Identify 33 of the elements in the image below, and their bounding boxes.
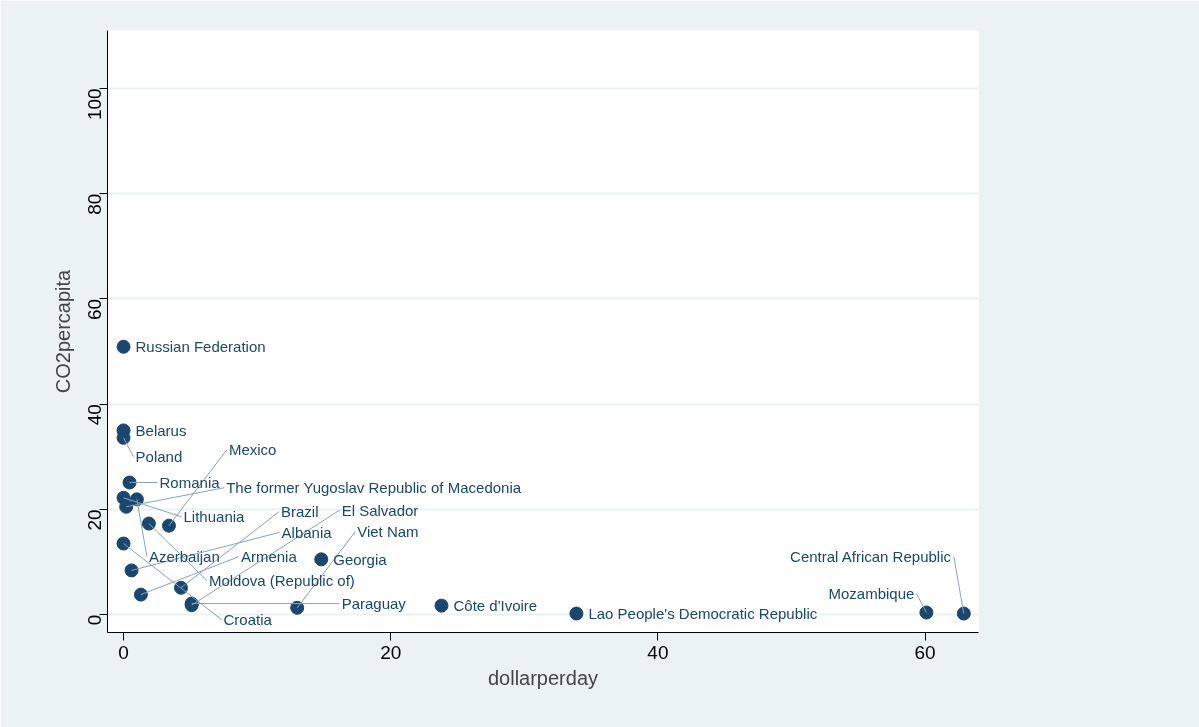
- annotation: Poland: [135, 448, 183, 466]
- annotation: Brazil: [280, 503, 319, 521]
- annotation: Belarus: [135, 421, 187, 439]
- annotation: Mexico: [228, 441, 277, 459]
- y-tick-label: 0: [84, 614, 105, 626]
- annotation: Romania: [159, 474, 221, 492]
- x-tick-label: 0: [118, 641, 129, 663]
- annotation: Croatia: [223, 611, 273, 629]
- annotation: Mozambique: [828, 585, 915, 602]
- y-tick-label: 20: [84, 509, 105, 531]
- annotation: Côte d'Ivoire: [453, 597, 538, 615]
- y-tick-label: 100: [84, 88, 105, 121]
- y-tick-label: 80: [84, 193, 105, 215]
- annotation: Georgia: [333, 550, 388, 568]
- annotation: Armenia: [240, 548, 298, 566]
- annotation: Paraguay: [341, 595, 407, 613]
- annotation: Azerbaijan: [148, 547, 220, 565]
- x-tick-label: 60: [914, 641, 936, 663]
- x-tick-label: 40: [647, 641, 669, 663]
- y-tick-label: 40: [84, 404, 105, 426]
- x-tick-label: 20: [380, 641, 402, 663]
- x-axis-title: dollarperday: [487, 666, 599, 689]
- y-tick-label: 60: [84, 298, 105, 321]
- annotation: Albania: [281, 523, 333, 541]
- annotation: Central African Republic: [790, 548, 952, 566]
- annotation: Lao People's Democratic Republic: [588, 605, 818, 623]
- annotation: Lithuania: [183, 508, 246, 526]
- annotation: Russian Federation: [135, 338, 266, 356]
- annotation: The former Yugoslav Republic of Macedonia: [226, 479, 522, 497]
- annotation: Viet Nam: [357, 523, 419, 541]
- y-axis-title: CO2percapita: [51, 268, 74, 394]
- annotation: Moldova (Republic of): [208, 572, 355, 590]
- annotation: El Salvador: [341, 501, 419, 519]
